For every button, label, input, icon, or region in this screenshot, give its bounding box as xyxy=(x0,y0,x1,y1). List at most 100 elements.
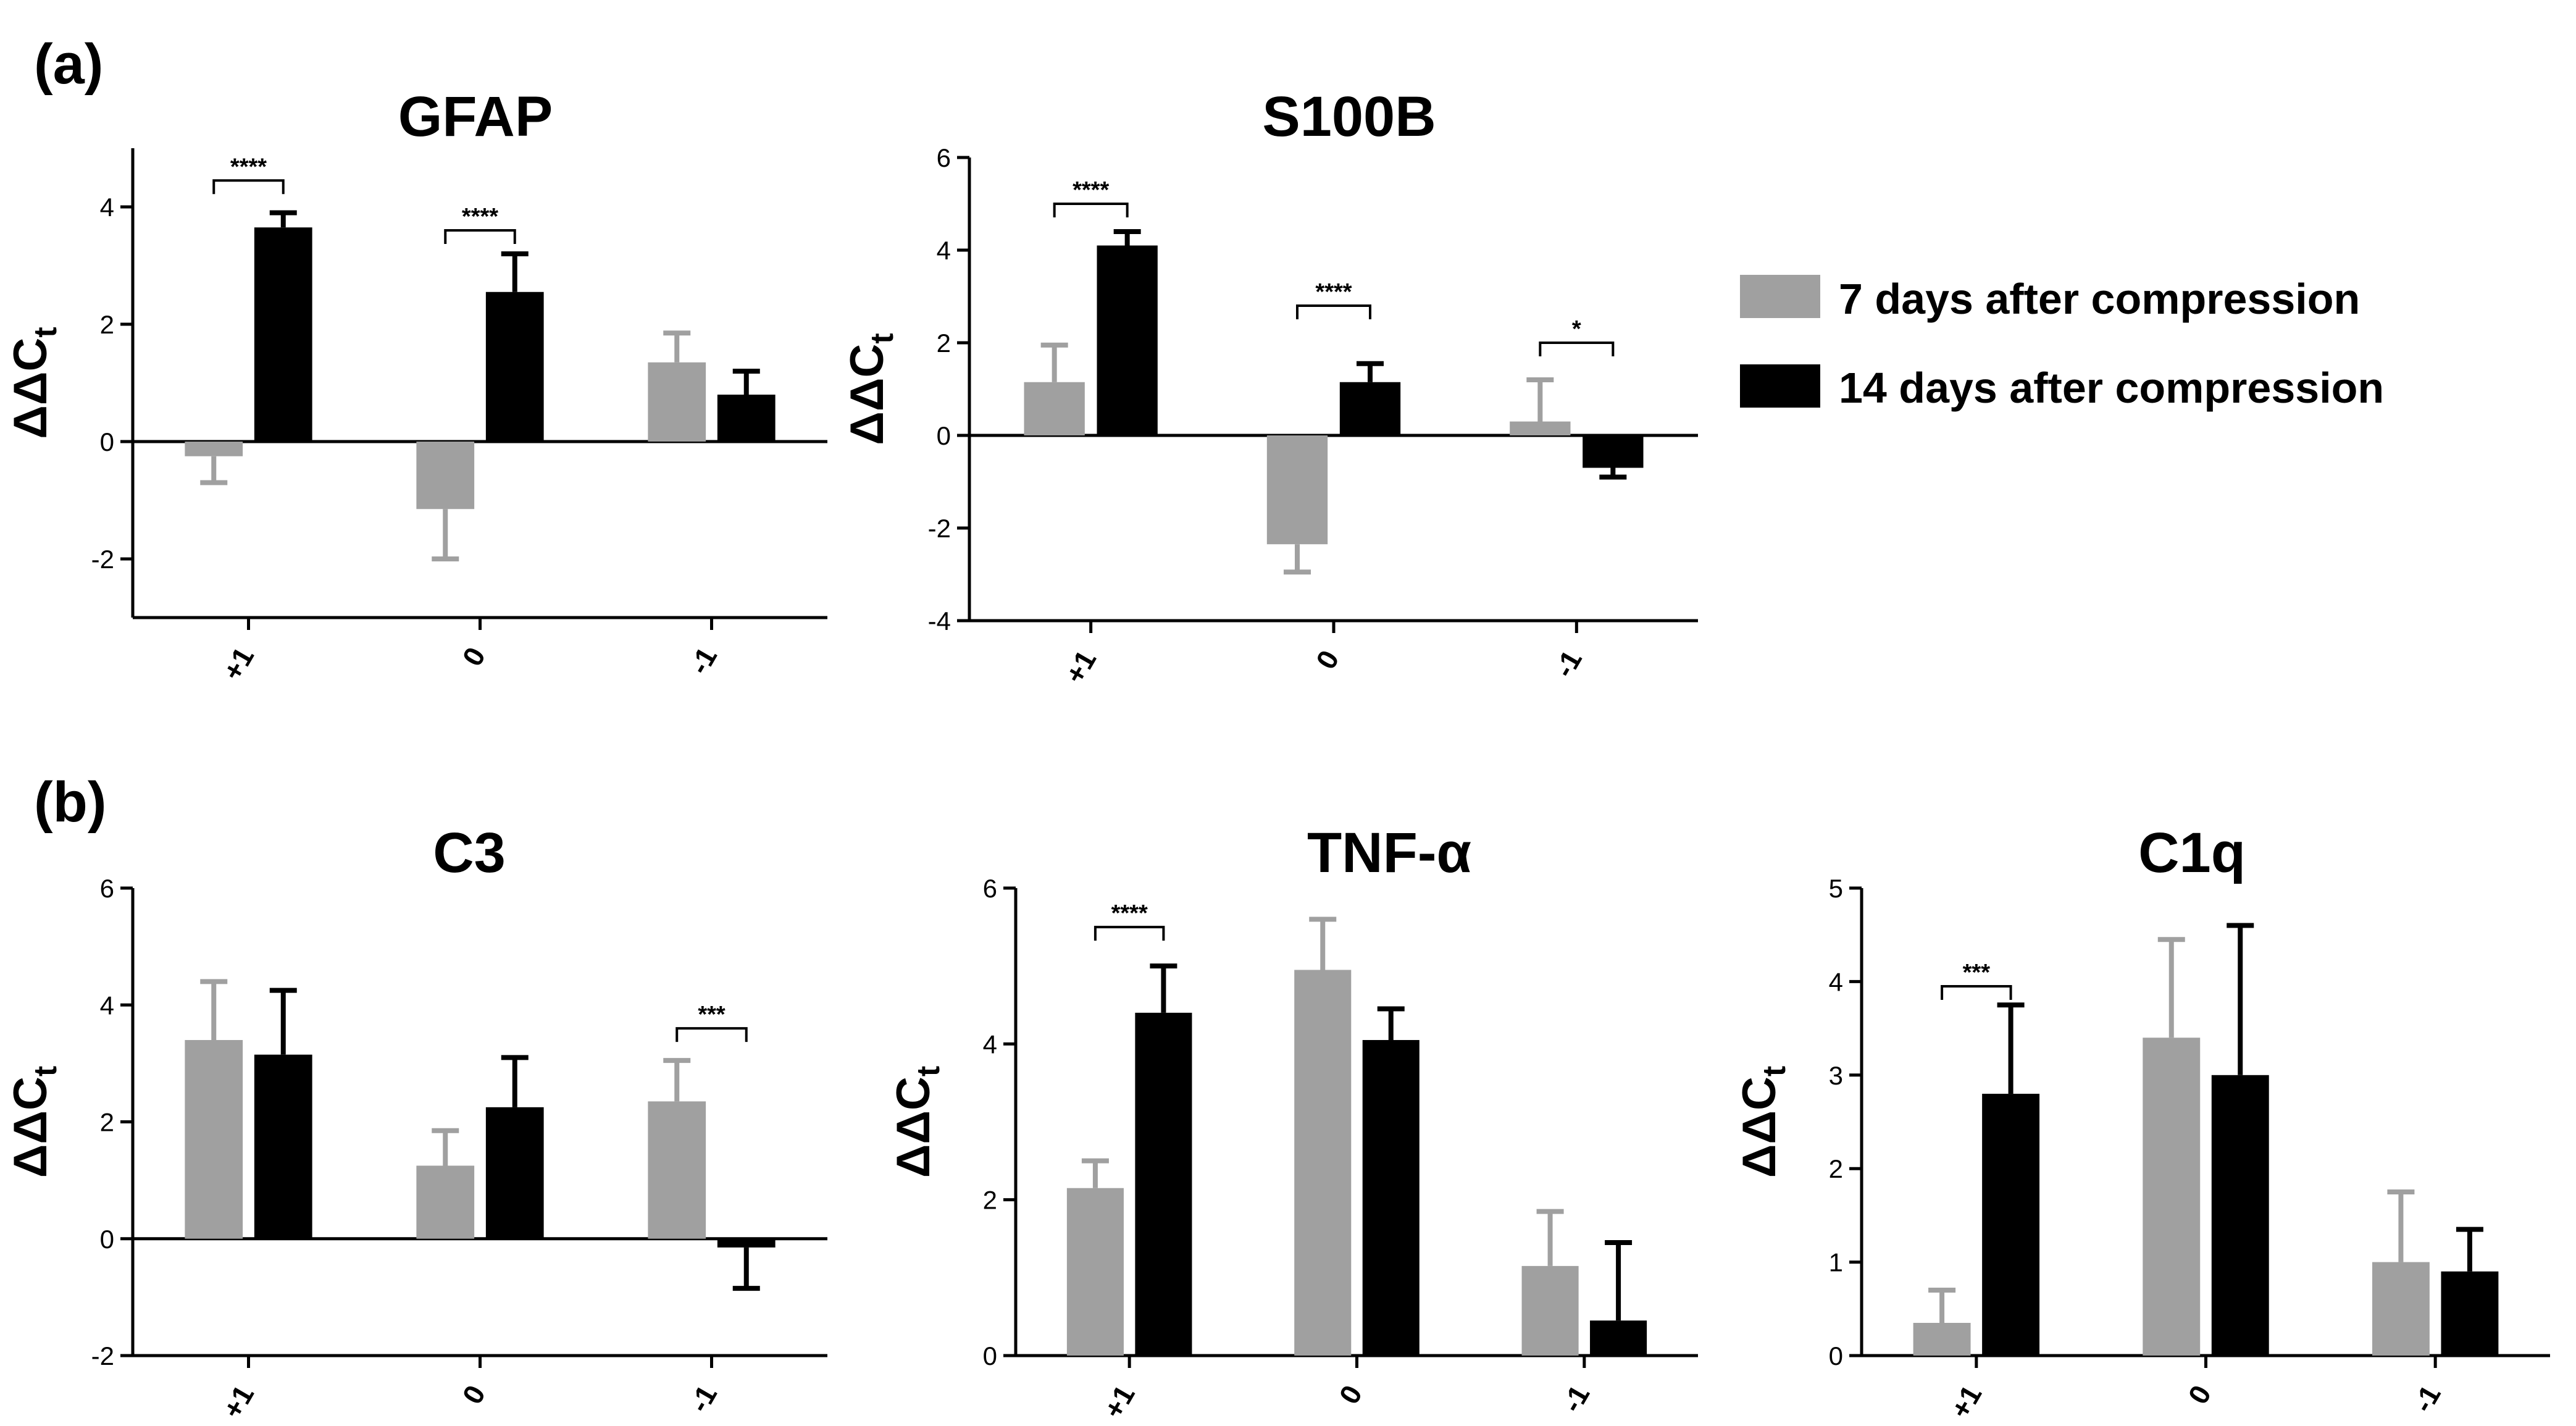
s100b-title: S100B xyxy=(1262,85,1436,148)
s100b-y-tick-label: 6 xyxy=(937,143,951,172)
s100b-x-tick-label-plus1: +1 xyxy=(1058,645,1102,689)
c3-bar-7d-minus1 xyxy=(648,1101,706,1239)
s100b-x-tick-label-zero: 0 xyxy=(1310,645,1345,674)
chart-gfap: GFAP ΔΔCt -2 0 2 4 **** +1 **** 0 -1 xyxy=(4,85,827,686)
tnf-alpha-x-tick-label-zero: 0 xyxy=(1332,1380,1368,1409)
c1q-bar-7d-plus1 xyxy=(1913,1323,1971,1356)
tnf-alpha-bar-14d-zero xyxy=(1362,1040,1420,1356)
gfap-bar-7d-zero xyxy=(416,442,475,510)
legend: 7 days after compression 14 days after c… xyxy=(1740,275,2384,412)
s100b-y-tick-label: 4 xyxy=(937,236,951,265)
gfap-bar-7d-plus1 xyxy=(185,442,243,456)
gfap-bar-7d-minus1 xyxy=(648,362,706,442)
c1q-x-tick-label-minus1: -1 xyxy=(2406,1380,2446,1417)
c3-bar-7d-plus1 xyxy=(185,1040,243,1239)
c3-x-tick-label-zero: 0 xyxy=(456,1380,491,1409)
legend-label-7-days: 7 days after compression xyxy=(1839,275,2360,323)
c1q-y-tick-label: 2 xyxy=(1829,1154,1843,1183)
c1q-bar-14d-plus1 xyxy=(1982,1094,2040,1356)
gfap-y-tick-label: 4 xyxy=(100,193,114,222)
gfap-bar-14d-zero xyxy=(485,291,544,442)
s100b-y-axis-label: ΔΔCt xyxy=(841,333,900,445)
tnf-alpha-significance-bracket-plus1 xyxy=(1094,926,1165,941)
c3-bar-7d-zero xyxy=(416,1165,475,1239)
tnf-alpha-y-tick-label: 4 xyxy=(983,1030,997,1059)
c1q-title: C1q xyxy=(2138,821,2246,884)
tnf-alpha-y-tick-label: 0 xyxy=(983,1341,997,1370)
tnf-alpha-title: TNF-α xyxy=(1307,821,1471,884)
s100b-significance-bracket-minus1 xyxy=(1539,342,1615,356)
s100b-bar-14d-minus1 xyxy=(1583,435,1644,468)
c3-title: C3 xyxy=(433,821,506,884)
tnf-alpha-bar-14d-minus1 xyxy=(1590,1320,1647,1356)
c1q-y-tick-label: 3 xyxy=(1829,1061,1843,1090)
c1q-x-tick-label-zero: 0 xyxy=(2181,1380,2217,1409)
s100b-bar-7d-zero xyxy=(1266,435,1328,545)
chart-c3: C3 ΔΔCt -2 0 2 4 6 +1 0 *** -1 xyxy=(4,821,827,1424)
gfap-significance-bracket-plus1 xyxy=(212,179,285,195)
c3-bar-14d-zero xyxy=(485,1107,544,1239)
s100b-y-tick-label: -4 xyxy=(928,606,951,635)
c1q-y-axis-label: ΔΔCt xyxy=(1733,1066,1792,1178)
s100b-bar-14d-plus1 xyxy=(1097,245,1158,435)
legend-swatch-7-days xyxy=(1740,275,1820,318)
gfap-bar-14d-minus1 xyxy=(717,395,776,442)
tnf-alpha-x-tick-label-plus1: +1 xyxy=(1097,1380,1141,1424)
gfap-y-tick-label: 0 xyxy=(100,427,114,456)
tnf-alpha-significance-label-plus1: **** xyxy=(1111,900,1148,926)
chart-c1q: C1q ΔΔCt 0 1 2 3 4 5 *** +1 0 -1 xyxy=(1733,821,2550,1424)
gfap-bar-14d-plus1 xyxy=(254,227,312,442)
c1q-bar-14d-minus1 xyxy=(2441,1271,2499,1356)
c3-y-tick-label: 6 xyxy=(100,874,114,903)
c1q-bar-7d-minus1 xyxy=(2372,1262,2430,1356)
s100b-significance-bracket-plus1 xyxy=(1053,203,1129,217)
legend-swatch-14-days xyxy=(1740,364,1820,408)
c3-x-tick-label-minus1: -1 xyxy=(683,1380,723,1417)
gfap-significance-bracket-zero xyxy=(444,229,516,244)
c1q-significance-label-plus1: *** xyxy=(1963,960,1991,986)
s100b-bar-14d-zero xyxy=(1339,382,1401,435)
gfap-y-tick-label: 2 xyxy=(100,310,114,339)
s100b-significance-label-plus1: **** xyxy=(1073,177,1109,203)
c3-y-tick-label: 0 xyxy=(100,1225,114,1254)
s100b-bar-7d-minus1 xyxy=(1510,421,1571,435)
c1q-significance-bracket-plus1 xyxy=(1941,984,2012,1000)
tnf-alpha-y-axis-label: ΔΔCt xyxy=(887,1066,947,1178)
legend-label-14-days: 14 days after compression xyxy=(1839,364,2384,412)
tnf-alpha-bar-7d-minus1 xyxy=(1521,1265,1579,1356)
c1q-y-tick-label: 4 xyxy=(1829,967,1843,996)
c3-y-tick-label: -2 xyxy=(91,1341,114,1370)
s100b-y-tick-label: 0 xyxy=(937,421,951,450)
tnf-alpha-bar-7d-plus1 xyxy=(1066,1188,1124,1356)
c1q-bar-14d-zero xyxy=(2211,1075,2269,1356)
tnf-alpha-y-tick-label: 6 xyxy=(983,874,997,903)
gfap-y-axis-label: ΔΔCt xyxy=(4,327,64,438)
c3-y-tick-label: 4 xyxy=(100,991,114,1020)
s100b-x-tick-label-minus1: -1 xyxy=(1548,645,1588,682)
gfap-x-tick-label-zero: 0 xyxy=(456,642,491,671)
gfap-significance-label-plus1: **** xyxy=(230,154,267,180)
s100b-y-tick-label: -2 xyxy=(928,514,951,543)
c1q-y-tick-label: 5 xyxy=(1829,874,1843,903)
tnf-alpha-bar-7d-zero xyxy=(1294,970,1352,1356)
c1q-bar-7d-zero xyxy=(2143,1038,2201,1356)
gfap-y-tick-label: -2 xyxy=(91,545,114,574)
c1q-y-tick-label: 1 xyxy=(1829,1248,1843,1277)
s100b-significance-label-minus1: * xyxy=(1572,316,1581,342)
c3-significance-bracket-minus1 xyxy=(675,1027,748,1042)
chart-s100b: S100B ΔΔCt -4 -2 0 2 4 6 **** +1 **** 0 * -1 xyxy=(841,85,1698,689)
c3-bar-14d-minus1 xyxy=(717,1238,776,1248)
c1q-x-tick-label-plus1: +1 xyxy=(1944,1380,1988,1424)
s100b-significance-label-zero: **** xyxy=(1315,279,1352,305)
c3-x-tick-label-plus1: +1 xyxy=(216,1380,260,1424)
c1q-y-tick-label: 0 xyxy=(1829,1341,1843,1370)
panel-label-a: (a) xyxy=(34,33,103,96)
tnf-alpha-y-tick-label: 2 xyxy=(983,1186,997,1215)
c3-y-tick-label: 2 xyxy=(100,1108,114,1137)
tnf-alpha-bar-14d-plus1 xyxy=(1135,1012,1192,1356)
chart-tnf-alpha: TNF-α ΔΔCt 0 2 4 6 **** +1 0 -1 xyxy=(887,821,1698,1424)
c3-y-axis-label: ΔΔCt xyxy=(4,1066,64,1178)
gfap-x-tick-label-minus1: -1 xyxy=(683,642,723,679)
c3-significance-label-minus1: *** xyxy=(698,1002,726,1028)
